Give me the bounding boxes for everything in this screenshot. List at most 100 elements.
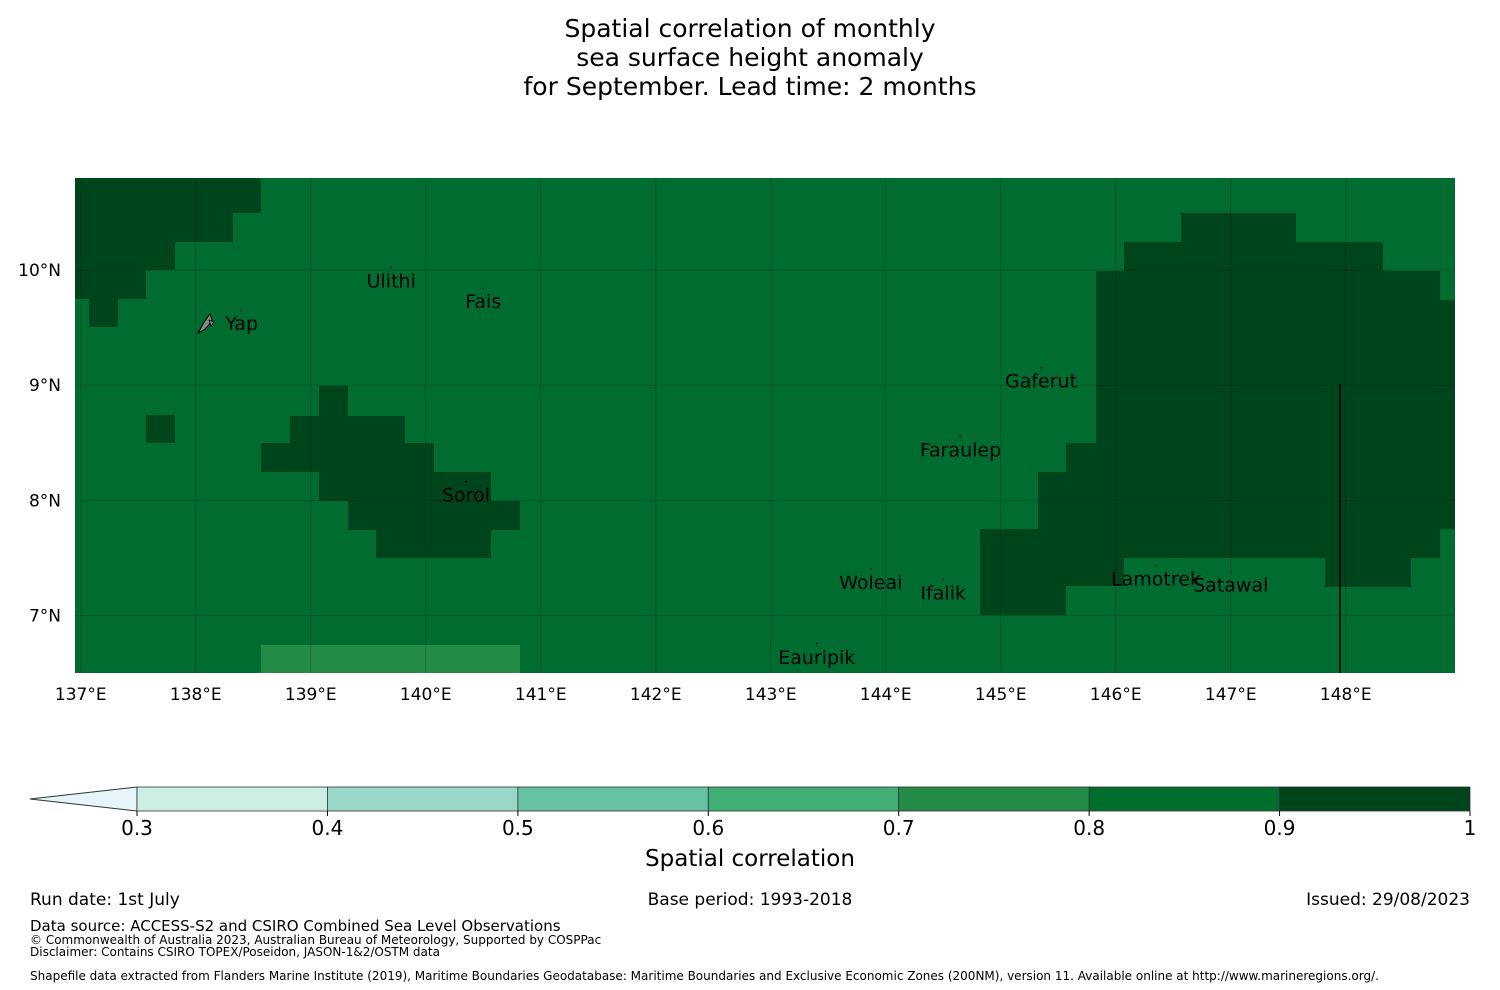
- place-labels: Ulithi Fais Yap Gaferut Faraulep Sorol Woleai I…: [224, 266, 1268, 669]
- high-correlation-cell: [75, 242, 175, 270]
- y-tick-label: 7°N: [29, 606, 61, 626]
- lower-correlation-cell: [261, 645, 520, 673]
- island-dot: [942, 578, 945, 581]
- colorbar-swatch: [327, 786, 519, 812]
- island-dot: [1155, 564, 1157, 567]
- colorbar-swatch: [517, 786, 709, 812]
- colorbar-tick-label: 0.6: [692, 816, 724, 840]
- x-tick-label: 141°E: [515, 685, 567, 705]
- high-correlation-cell: [261, 443, 434, 472]
- x-tick-label: 145°E: [975, 685, 1027, 705]
- colorbar: 0.3 0.4 0.5 0.6 0.7 0.8 0.9 1: [29, 786, 1477, 840]
- colorbar-tick-label: 0.8: [1073, 816, 1105, 840]
- colorbar-swatch: [1279, 786, 1471, 812]
- x-tick-label: 148°E: [1320, 685, 1372, 705]
- high-correlation-cell: [290, 416, 405, 444]
- x-tick-label: 147°E: [1205, 685, 1257, 705]
- map-title: Spatial correlation of monthly sea surfa…: [0, 14, 1500, 101]
- high-correlation-cell: [1096, 300, 1455, 529]
- base-period: Base period: 1993-2018: [647, 890, 853, 910]
- colorbar-tick-label: 0.5: [502, 816, 534, 840]
- high-correlation-cell: [319, 472, 491, 501]
- place-label: Woleai: [839, 572, 902, 594]
- latitude-ticks: 10°N 9°N 8°N 7°N: [18, 261, 61, 626]
- colorbar-swatch: [136, 786, 328, 812]
- high-correlation-cell: [319, 386, 348, 416]
- high-correlation-cell: [1038, 472, 1066, 529]
- island-dot: [240, 309, 243, 311]
- shapefile-credit: Shapefile data extracted from Flanders M…: [30, 969, 1379, 983]
- island-dot: [465, 480, 467, 483]
- colorbar-tick-label: 1: [1464, 816, 1477, 840]
- island-dot: [815, 642, 818, 645]
- x-tick-label: 146°E: [1090, 685, 1142, 705]
- place-label: Fais: [465, 291, 501, 313]
- island-dot: [1040, 366, 1042, 369]
- place-label: Faraulep: [920, 440, 1001, 462]
- high-correlation-cell: [146, 415, 175, 443]
- high-correlation-cell: [1096, 271, 1440, 300]
- island-dot: [870, 568, 872, 570]
- copyright: © Commonwealth of Australia 2023, Austra…: [30, 933, 602, 947]
- x-tick-label: 140°E: [400, 685, 452, 705]
- high-correlation-cell: [1124, 529, 1440, 558]
- high-correlation-cell: [980, 558, 1124, 586]
- place-label: Gaferut: [1005, 371, 1077, 393]
- colorbar-extend-triangle: [29, 786, 138, 812]
- colorbar-swatch: [1088, 786, 1280, 812]
- yap-island-shape: [196, 312, 215, 335]
- high-correlation-cell: [980, 529, 1124, 558]
- longitude-ticks: 137°E 138°E 139°E 140°E 141°E 142°E 143°E 144°E…: [55, 685, 1372, 705]
- high-correlation-cell: [980, 586, 1066, 615]
- place-label: Yap: [224, 313, 258, 335]
- title-line-2: sea surface height anomaly: [576, 43, 924, 72]
- y-tick-label: 9°N: [29, 376, 61, 396]
- x-tick-label: 143°E: [745, 685, 797, 705]
- high-correlation-cells: [75, 178, 1455, 615]
- high-correlation-cell: [348, 501, 520, 530]
- place-label: Lamotrek: [1111, 569, 1201, 591]
- x-tick-label: 142°E: [630, 685, 682, 705]
- place-label: Satawal: [1193, 574, 1268, 596]
- x-tick-label: 144°E: [860, 685, 912, 705]
- y-tick-label: 8°N: [29, 491, 61, 511]
- island-dot: [482, 287, 485, 289]
- high-correlation-cell: [1066, 443, 1096, 529]
- colorbar-swatch: [898, 786, 1090, 812]
- place-label: Ulithi: [367, 270, 416, 292]
- high-correlation-cell: [1124, 242, 1383, 271]
- title-line-1: Spatial correlation of monthly: [564, 14, 936, 43]
- island-dot: [1229, 570, 1232, 573]
- colorbar-title: Spatial correlation: [645, 846, 855, 872]
- x-tick-label: 137°E: [55, 685, 107, 705]
- place-label: Sorol: [442, 484, 490, 506]
- lower-correlation-cells: [261, 645, 520, 673]
- place-label: Eauripik: [778, 647, 855, 669]
- colorbar-tick-label: 0.4: [312, 816, 344, 840]
- run-date: Run date: 1st July: [30, 890, 180, 910]
- x-tick-label: 138°E: [170, 685, 222, 705]
- colorbar-swatch: [707, 786, 900, 812]
- high-correlation-cell: [376, 530, 491, 558]
- title-line-3: for September. Lead time: 2 months: [523, 72, 977, 101]
- y-tick-label: 10°N: [18, 261, 61, 281]
- high-correlation-cell: [1181, 213, 1296, 242]
- high-correlation-cell: [89, 299, 118, 327]
- high-correlation-cell: [1325, 558, 1411, 587]
- disclaimer: Disclaimer: Contains CSIRO TOPEX/Poseido…: [30, 945, 440, 959]
- data-source: Data source: ACCESS-S2 and CSIRO Combine…: [30, 917, 561, 935]
- colorbar-tick-label: 0.7: [883, 816, 915, 840]
- colorbar-tick-label: 0.9: [1264, 816, 1296, 840]
- colorbar-tick-label: 0.3: [121, 816, 153, 840]
- x-tick-label: 139°E: [285, 685, 337, 705]
- island-dot: [959, 435, 962, 438]
- high-correlation-cell: [75, 270, 146, 299]
- map-area: Ulithi Fais Yap Gaferut Faraulep Sorol Woleai I…: [75, 178, 1455, 673]
- issued-date: Issued: 29/08/2023: [1306, 890, 1470, 910]
- place-label: Ifalik: [921, 582, 967, 604]
- graticule: [75, 178, 1455, 673]
- high-correlation-cell: [75, 213, 233, 242]
- island-dot: [390, 266, 393, 269]
- high-correlation-cell: [75, 178, 261, 213]
